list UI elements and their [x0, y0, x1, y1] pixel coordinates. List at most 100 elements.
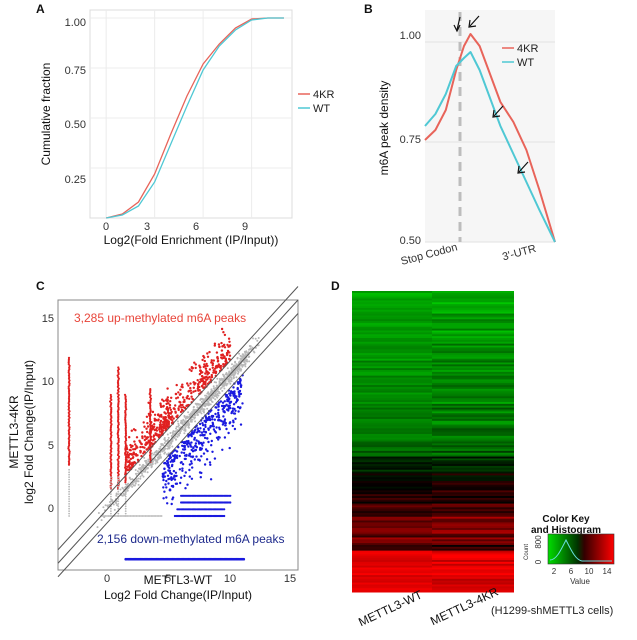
scatter-point	[220, 349, 224, 352]
scatter-point	[199, 434, 202, 437]
heatmap-cell	[352, 580, 432, 584]
scatter-point	[125, 515, 128, 517]
scatter-point	[198, 458, 201, 461]
scatter-point	[188, 397, 191, 400]
scatter-point	[110, 476, 112, 478]
scatter-point	[68, 468, 70, 471]
heatmap-cell	[432, 452, 514, 456]
scatter-point	[201, 358, 204, 362]
scatter-point	[122, 492, 125, 495]
scatter-point	[215, 426, 218, 429]
scatter-point	[144, 443, 147, 447]
panel-a-plot-area	[89, 9, 293, 219]
scatter-point	[242, 557, 246, 561]
scatter-point	[173, 478, 177, 481]
heatmap-cell	[432, 418, 514, 422]
scatter-point	[183, 445, 186, 449]
scatter-point	[176, 414, 179, 417]
heatmap-cell	[432, 488, 514, 491]
heatmap-cell	[432, 477, 514, 480]
scatter-point	[110, 481, 112, 483]
scatter-point	[110, 410, 113, 413]
heatmap-cell	[432, 456, 514, 459]
scatter-point	[159, 419, 163, 423]
heatmap-cell	[432, 313, 514, 316]
heatmap-cell	[432, 490, 514, 493]
scatter-point	[205, 375, 208, 379]
scatter-point	[242, 353, 245, 356]
scatter-point	[196, 406, 199, 409]
scatter-point	[130, 429, 133, 432]
panel-b-y-ticks: 1.00 0.75 0.50	[400, 30, 421, 247]
scatter-point	[229, 501, 232, 504]
panel-c-ytick: 0	[48, 503, 54, 515]
scatter-point	[232, 419, 235, 422]
heatmap-cell	[352, 548, 432, 552]
heatmap-cell	[432, 417, 514, 420]
heatmap-cell	[432, 351, 514, 354]
scatter-point	[206, 395, 208, 398]
scatter-point	[194, 382, 197, 385]
scatter-point	[116, 419, 120, 423]
scatter-point	[117, 493, 120, 495]
heatmap-cell	[352, 526, 432, 529]
scatter-point	[204, 367, 208, 370]
scatter-point	[162, 486, 165, 489]
scatter-point	[207, 440, 210, 444]
scatter-point	[183, 420, 186, 423]
heatmap-cell	[352, 437, 432, 441]
heatmap-cell	[432, 338, 514, 341]
scatter-point	[173, 436, 176, 439]
scatter-point	[128, 436, 131, 439]
scatter-point	[149, 410, 152, 413]
panel-a-ytick: 0.50	[65, 119, 86, 131]
scatter-point	[232, 392, 235, 395]
heatmap-cell	[352, 539, 432, 542]
scatter-point	[68, 485, 70, 488]
scatter-point	[215, 415, 219, 418]
scatter-point	[124, 429, 127, 432]
heatmap-cell	[432, 294, 514, 298]
scatter-point	[210, 375, 214, 379]
scatter-point	[128, 515, 131, 517]
panel-a-legend: 4KR WT	[298, 89, 334, 115]
scatter-point	[167, 464, 170, 467]
scatter-point	[67, 397, 71, 400]
heatmap-cell	[432, 586, 514, 589]
scatter-point	[188, 442, 191, 445]
scatter-point	[68, 512, 70, 515]
heatmap-cell	[432, 541, 514, 544]
scatter-point	[136, 446, 139, 449]
heatmap-cell	[352, 445, 432, 448]
heatmap-cell	[432, 307, 514, 311]
heatmap-cell	[352, 529, 432, 533]
scatter-point	[192, 446, 195, 449]
panel-c-y-ticks: 0 5 10 15	[42, 313, 54, 515]
heatmap-cell	[432, 424, 514, 427]
heatmap-cell	[432, 526, 514, 529]
scatter-point	[191, 455, 195, 458]
scatter-point	[198, 448, 202, 451]
scatter-point	[146, 430, 149, 434]
scatter-point	[205, 378, 208, 381]
scatter-point	[186, 441, 189, 445]
heatmap-cell	[432, 317, 514, 320]
scatter-point	[109, 515, 111, 517]
heatmap-cell	[352, 385, 432, 388]
heatmap-cell	[352, 426, 432, 429]
scatter-point	[164, 440, 167, 443]
scatter-point	[252, 337, 254, 340]
scatter-point	[239, 406, 242, 409]
scatter-point	[244, 365, 247, 368]
scatter-point	[117, 498, 120, 500]
scatter-point	[212, 385, 215, 388]
scatter-point	[117, 379, 120, 382]
scatter-point	[166, 461, 170, 465]
scatter-point	[149, 409, 152, 412]
heatmap-cell	[432, 518, 514, 522]
scatter-point	[221, 389, 224, 392]
heatmap-cell	[352, 447, 432, 450]
scatter-point	[149, 449, 152, 452]
scatter-point	[186, 394, 189, 398]
heatmap-cell	[352, 573, 432, 576]
